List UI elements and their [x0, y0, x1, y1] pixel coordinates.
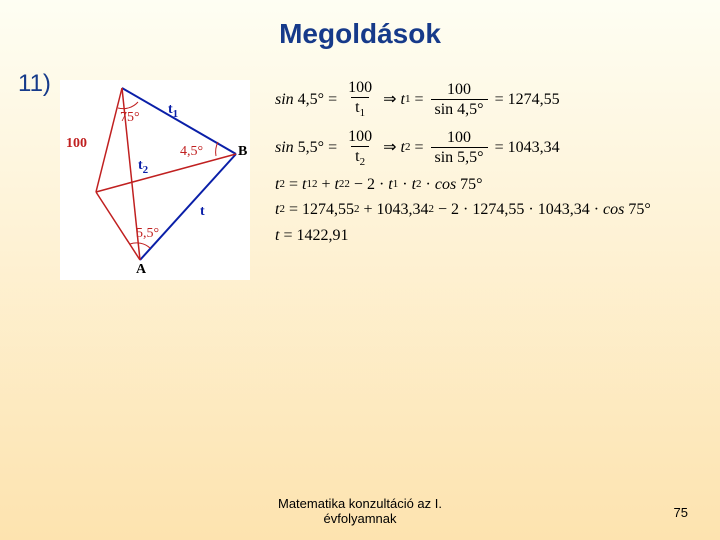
arc-75: [118, 102, 138, 109]
equation-2: sin 5,5° = 100t2 ⇒ t2 = 100sin 5,5° = 10…: [275, 127, 651, 170]
label-75deg: 75°: [120, 110, 140, 126]
diagram-svg: [60, 80, 250, 280]
page-title: Megoldások: [0, 18, 720, 50]
equation-4: t2 = 1274,552 + 1043,342 − 2 · 1274,55 ·…: [275, 200, 651, 219]
edge-a-b: [140, 154, 236, 260]
equation-block: sin 4,5° = 100t1 ⇒ t1 = 100sin 4,5° = 12…: [275, 78, 651, 251]
label-t: t: [200, 204, 205, 220]
label-100: 100: [66, 136, 87, 152]
equation-1: sin 4,5° = 100t1 ⇒ t1 = 100sin 4,5° = 12…: [275, 78, 651, 121]
label-t2: t2: [138, 158, 148, 176]
equation-5: t = 1422,91: [275, 226, 651, 245]
page-number: 75: [674, 505, 688, 520]
label-A: A: [136, 262, 146, 278]
label-B: B: [238, 144, 247, 160]
arc-55: [130, 243, 150, 248]
edge-top-left: [96, 88, 122, 192]
geometry-diagram: 100 75° t1 4,5° B t2 t 5,5° A: [60, 80, 250, 280]
label-55deg: 5,5°: [136, 226, 159, 242]
problem-number: 11): [18, 70, 51, 98]
footer-text: Matematika konzultáció az I.évfolyamnak: [0, 496, 720, 526]
equation-3: t2 = t12 + t22 − 2 · t1 · t2 · cos 75°: [275, 175, 651, 194]
label-45deg: 4,5°: [180, 144, 203, 160]
diag-b-left: [96, 154, 236, 192]
label-t1: t1: [168, 102, 178, 120]
